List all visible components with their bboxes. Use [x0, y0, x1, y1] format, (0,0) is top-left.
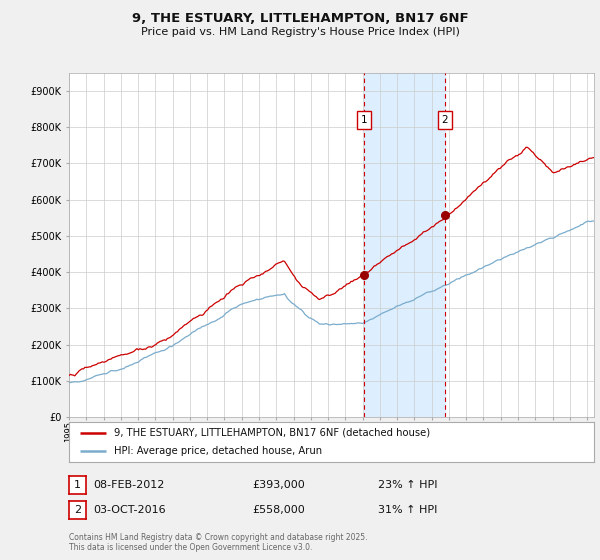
Text: 9, THE ESTUARY, LITTLEHAMPTON, BN17 6NF: 9, THE ESTUARY, LITTLEHAMPTON, BN17 6NF: [131, 12, 469, 25]
Text: Contains HM Land Registry data © Crown copyright and database right 2025.: Contains HM Land Registry data © Crown c…: [69, 533, 367, 542]
Text: 2: 2: [74, 505, 81, 515]
Text: This data is licensed under the Open Government Licence v3.0.: This data is licensed under the Open Gov…: [69, 543, 313, 552]
Bar: [364, 73, 445, 417]
Text: Price paid vs. HM Land Registry's House Price Index (HPI): Price paid vs. HM Land Registry's House …: [140, 27, 460, 37]
Text: 2: 2: [442, 115, 448, 125]
Text: 03-OCT-2016: 03-OCT-2016: [93, 505, 166, 515]
Text: HPI: Average price, detached house, Arun: HPI: Average price, detached house, Arun: [113, 446, 322, 456]
Text: 1: 1: [74, 480, 81, 490]
Text: £558,000: £558,000: [252, 505, 305, 515]
Text: 31% ↑ HPI: 31% ↑ HPI: [378, 505, 437, 515]
Text: 9, THE ESTUARY, LITTLEHAMPTON, BN17 6NF (detached house): 9, THE ESTUARY, LITTLEHAMPTON, BN17 6NF …: [113, 428, 430, 437]
Text: 08-FEB-2012: 08-FEB-2012: [93, 480, 164, 490]
Text: 1: 1: [361, 115, 368, 125]
Text: 23% ↑ HPI: 23% ↑ HPI: [378, 480, 437, 490]
Text: £393,000: £393,000: [252, 480, 305, 490]
